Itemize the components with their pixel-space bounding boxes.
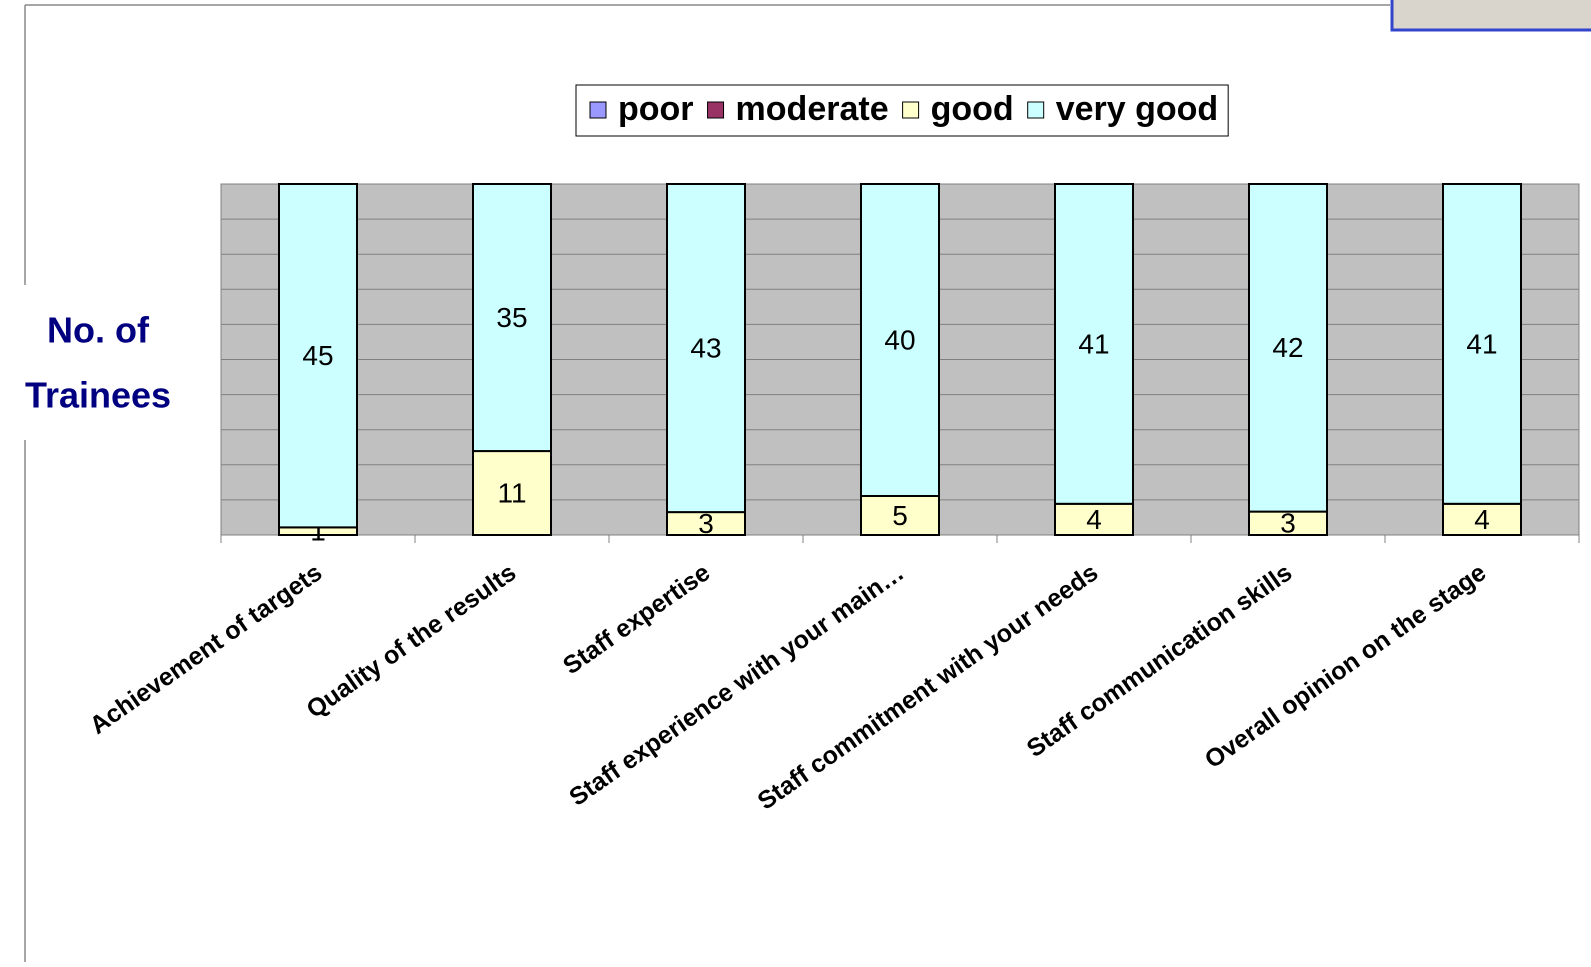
x-tick-label: Staff expertise (558, 558, 715, 680)
legend-label: very good (1056, 90, 1218, 128)
bar-segment (860, 495, 940, 536)
bar-segment (1442, 183, 1522, 505)
bar-segment (278, 183, 358, 529)
data-label: 3 (698, 508, 714, 539)
x-tick-label: Staff experience with your main… (564, 558, 909, 811)
data-label: 5 (892, 500, 908, 531)
legend-swatch (1027, 101, 1045, 119)
data-label: 45 (302, 340, 333, 371)
data-label: 41 (1466, 328, 1497, 359)
data-label: 43 (690, 332, 721, 363)
bar-segment (1054, 183, 1134, 505)
bar-segment (472, 183, 552, 453)
data-label: 40 (884, 324, 915, 355)
x-tick-label: Achievement of targets (85, 558, 328, 740)
bar-segment (666, 183, 746, 514)
data-label: 4 (1086, 504, 1102, 535)
data-label: 11 (497, 477, 526, 508)
legend-box (575, 84, 1229, 137)
data-label: 42 (1272, 332, 1303, 363)
data-label: 41 (1078, 328, 1109, 359)
legend-label: moderate (736, 90, 889, 128)
legend-swatch (707, 101, 725, 119)
legend: poor moderate good very good (575, 84, 1229, 137)
legend-swatch (589, 101, 607, 119)
bar-segment (1248, 183, 1328, 513)
legend-swatch (902, 101, 920, 119)
data-label: 3 (1280, 508, 1296, 539)
thumbnail (1390, 0, 1591, 32)
legend-label: good (931, 90, 1014, 128)
y-axis-label: Trainees (25, 375, 171, 416)
data-label: 4 (1474, 504, 1490, 535)
x-tick-label: Staff commitment with your needs (753, 558, 1104, 815)
bar-segment (472, 450, 552, 536)
bar-segment (860, 183, 940, 497)
x-tick-label: Quality of the results (301, 558, 521, 724)
legend-label: poor (618, 90, 694, 128)
y-axis-label: No. of (47, 310, 150, 351)
data-label: 35 (496, 302, 527, 333)
